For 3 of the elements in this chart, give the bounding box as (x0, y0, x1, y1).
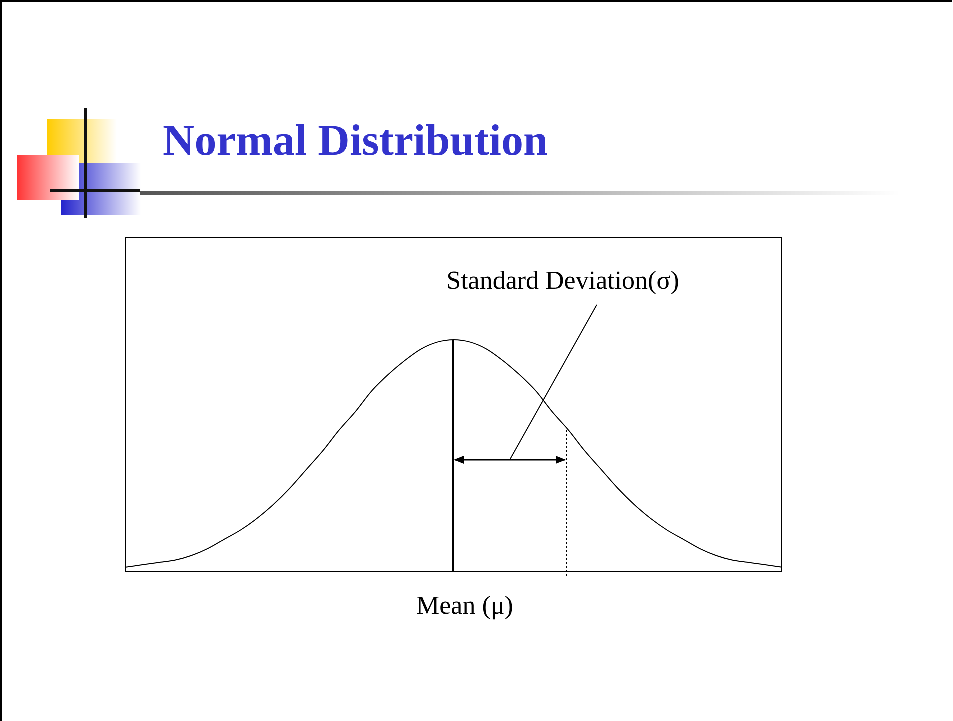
text: Standard Deviation(σ) (446, 266, 680, 295)
chart-title: Normal Distribution (163, 116, 548, 165)
text: Mean (μ) (416, 591, 514, 620)
